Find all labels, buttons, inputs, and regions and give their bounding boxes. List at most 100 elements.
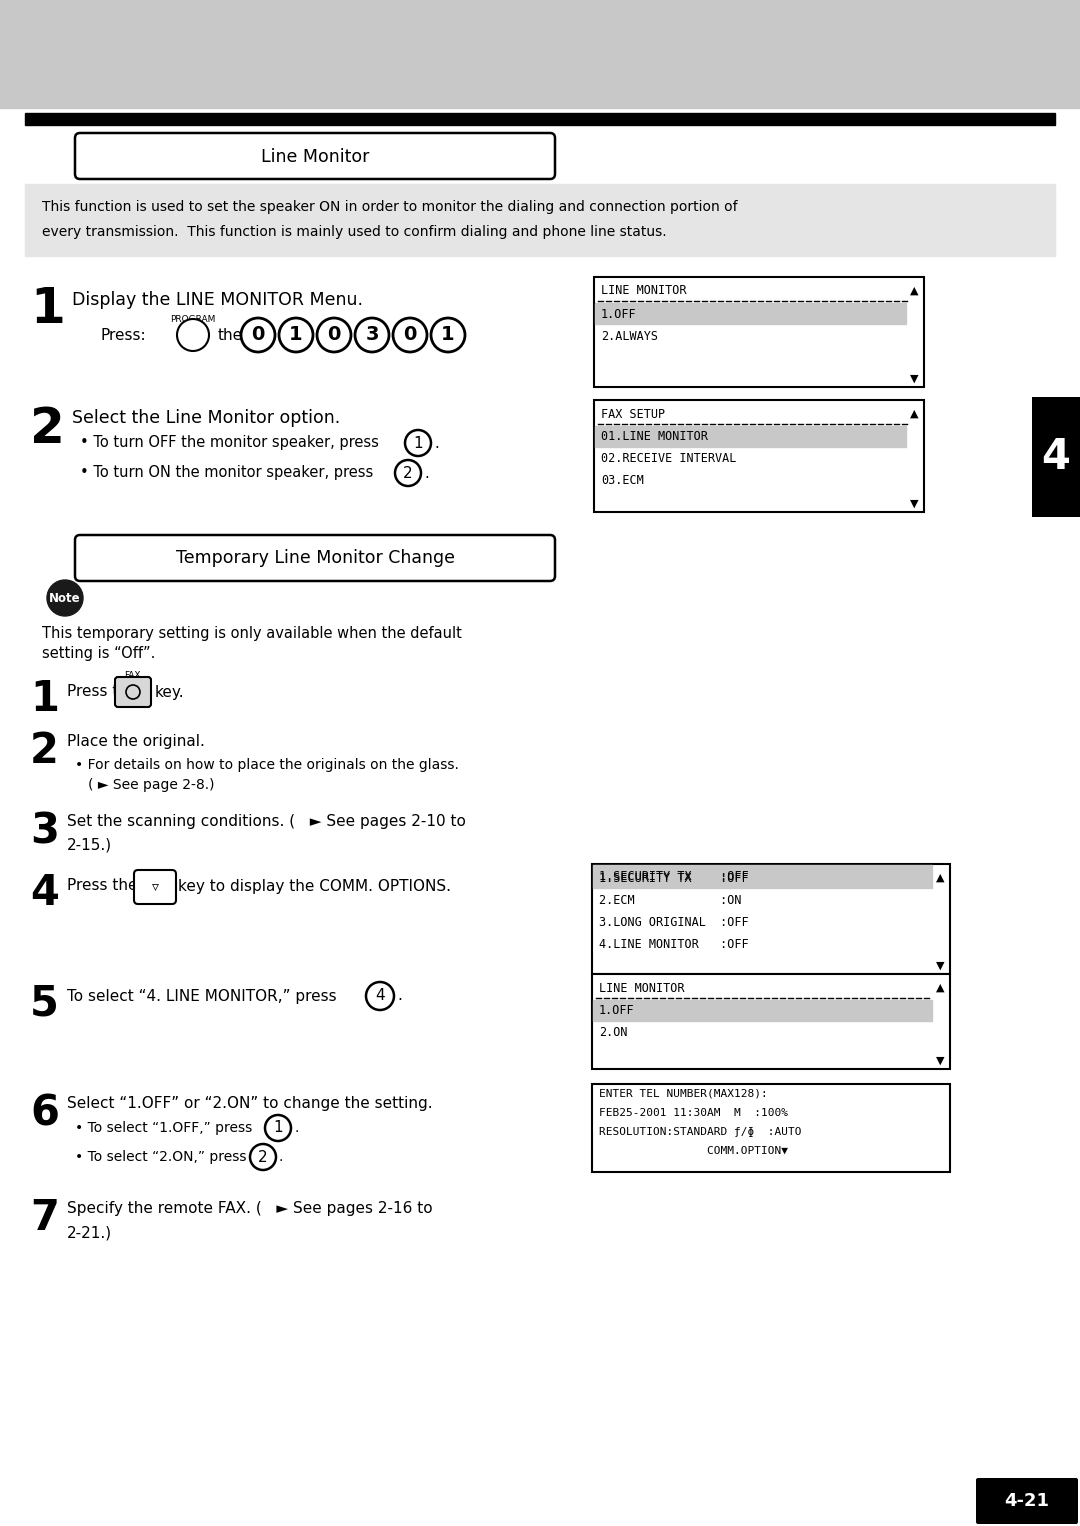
Circle shape bbox=[241, 317, 275, 353]
Text: 2: 2 bbox=[258, 1149, 268, 1164]
Text: 1.OFF: 1.OFF bbox=[600, 308, 636, 320]
Text: 4-21: 4-21 bbox=[1004, 1492, 1050, 1511]
Text: every transmission.  This function is mainly used to confirm dialing and phone l: every transmission. This function is mai… bbox=[42, 224, 666, 240]
Bar bbox=[592, 974, 950, 1070]
Circle shape bbox=[366, 983, 394, 1010]
Text: Press:: Press: bbox=[100, 328, 146, 342]
Text: Specify the remote FAX. (   ► See pages 2-16 to: Specify the remote FAX. ( ► See pages 2-… bbox=[67, 1201, 433, 1216]
Circle shape bbox=[279, 317, 313, 353]
Text: ▲: ▲ bbox=[909, 409, 918, 420]
Text: 1: 1 bbox=[442, 325, 455, 345]
Text: .: . bbox=[279, 1151, 283, 1164]
Text: 0: 0 bbox=[327, 325, 340, 345]
Text: Line Monitor: Line Monitor bbox=[260, 148, 369, 166]
Circle shape bbox=[126, 685, 140, 699]
Bar bbox=[592, 1083, 950, 1172]
Text: • To turn ON the monitor speaker, press: • To turn ON the monitor speaker, press bbox=[80, 465, 374, 481]
Text: 2.ALWAYS: 2.ALWAYS bbox=[600, 330, 658, 342]
Text: 2: 2 bbox=[403, 465, 413, 481]
Text: Place the original.: Place the original. bbox=[67, 734, 205, 749]
Text: PROGRAM: PROGRAM bbox=[171, 314, 216, 324]
Text: Display the LINE MONITOR Menu.: Display the LINE MONITOR Menu. bbox=[72, 291, 363, 308]
Circle shape bbox=[393, 317, 427, 353]
Text: 1: 1 bbox=[414, 435, 422, 450]
Bar bbox=[595, 304, 906, 324]
Text: setting is “Off”.: setting is “Off”. bbox=[42, 645, 156, 661]
FancyBboxPatch shape bbox=[134, 870, 176, 903]
Text: ▲: ▲ bbox=[935, 983, 944, 993]
Text: 1: 1 bbox=[273, 1120, 283, 1135]
Text: ▼: ▼ bbox=[909, 374, 918, 385]
Text: 4: 4 bbox=[375, 989, 384, 1004]
Text: Set the scanning conditions. (   ► See pages 2-10 to: Set the scanning conditions. ( ► See pag… bbox=[67, 813, 465, 829]
Bar bbox=[594, 400, 924, 513]
Text: 1: 1 bbox=[30, 678, 59, 720]
Text: RESOLUTION:STANDARD ƒ/ɸ  :AUTO: RESOLUTION:STANDARD ƒ/ɸ :AUTO bbox=[599, 1128, 801, 1137]
Text: • To turn OFF the monitor speaker, press: • To turn OFF the monitor speaker, press bbox=[80, 435, 379, 450]
Text: 3.LONG ORIGINAL  :OFF: 3.LONG ORIGINAL :OFF bbox=[599, 917, 748, 929]
Text: .: . bbox=[397, 989, 402, 1004]
Text: FAX SETUP: FAX SETUP bbox=[600, 407, 665, 421]
Text: 7: 7 bbox=[30, 1196, 59, 1239]
Text: • To select “2.ON,” press: • To select “2.ON,” press bbox=[75, 1151, 246, 1164]
Text: 1.OFF: 1.OFF bbox=[599, 1004, 635, 1018]
Text: 2.ECM            :ON: 2.ECM :ON bbox=[599, 894, 742, 908]
Text: LINE MONITOR: LINE MONITOR bbox=[599, 981, 685, 995]
Text: Press the: Press the bbox=[67, 879, 137, 894]
Text: 4: 4 bbox=[30, 871, 59, 914]
Text: FAX: FAX bbox=[124, 671, 140, 681]
Text: then: then bbox=[218, 328, 253, 342]
Text: 4.LINE MONITOR   :OFF: 4.LINE MONITOR :OFF bbox=[599, 938, 748, 952]
Text: 1: 1 bbox=[30, 285, 65, 333]
Text: 01.LINE MONITOR: 01.LINE MONITOR bbox=[600, 430, 707, 444]
Text: 2-21.): 2-21.) bbox=[67, 1225, 112, 1241]
Text: 3: 3 bbox=[365, 325, 379, 345]
Text: 2: 2 bbox=[30, 404, 65, 453]
Text: 2: 2 bbox=[30, 729, 59, 772]
Text: Note: Note bbox=[50, 592, 81, 604]
Text: .: . bbox=[424, 465, 429, 481]
Circle shape bbox=[265, 1116, 291, 1141]
Text: This temporary setting is only available when the default: This temporary setting is only available… bbox=[42, 626, 462, 641]
Circle shape bbox=[405, 430, 431, 456]
Text: ▿: ▿ bbox=[151, 881, 159, 894]
Text: 1.SECURITY TX    :OFF: 1.SECURITY TX :OFF bbox=[599, 870, 748, 884]
Bar bbox=[0, 0, 1080, 108]
Text: FEB25-2001 11:30AM  M  :100%: FEB25-2001 11:30AM M :100% bbox=[599, 1108, 788, 1119]
Text: ▲: ▲ bbox=[909, 285, 918, 296]
Text: • To select “1.OFF,” press: • To select “1.OFF,” press bbox=[75, 1122, 253, 1135]
Text: Select “1.OFF” or “2.ON” to change the setting.: Select “1.OFF” or “2.ON” to change the s… bbox=[67, 1096, 433, 1111]
Text: ENTER TEL NUMBER(MAX128):: ENTER TEL NUMBER(MAX128): bbox=[599, 1090, 768, 1099]
Circle shape bbox=[177, 319, 210, 351]
Text: ▲: ▲ bbox=[935, 873, 944, 884]
Text: 02.RECEIVE INTERVAL: 02.RECEIVE INTERVAL bbox=[600, 453, 737, 465]
Circle shape bbox=[431, 317, 465, 353]
Bar bbox=[593, 865, 932, 888]
Text: 0: 0 bbox=[252, 325, 265, 345]
Text: To select “4. LINE MONITOR,” press: To select “4. LINE MONITOR,” press bbox=[67, 989, 337, 1004]
Text: Temporary Line Monitor Change: Temporary Line Monitor Change bbox=[175, 549, 455, 568]
Text: 3: 3 bbox=[30, 810, 59, 852]
Text: ▼: ▼ bbox=[935, 1056, 944, 1067]
Circle shape bbox=[318, 317, 351, 353]
Text: ( ► See page 2-8.): ( ► See page 2-8.) bbox=[87, 778, 215, 792]
Text: .: . bbox=[434, 435, 438, 450]
Circle shape bbox=[48, 580, 83, 617]
Text: 4: 4 bbox=[1041, 436, 1070, 478]
Text: 1: 1 bbox=[289, 325, 302, 345]
Bar bbox=[25, 185, 1055, 256]
Circle shape bbox=[395, 459, 421, 485]
Text: 0: 0 bbox=[403, 325, 417, 345]
Bar bbox=[593, 1000, 932, 1021]
Text: 2.ON: 2.ON bbox=[599, 1027, 627, 1039]
Text: Select the Line Monitor option.: Select the Line Monitor option. bbox=[72, 409, 340, 427]
FancyBboxPatch shape bbox=[75, 536, 555, 581]
Text: This function is used to set the speaker ON in order to monitor the dialing and : This function is used to set the speaker… bbox=[42, 200, 738, 214]
Circle shape bbox=[355, 317, 389, 353]
Text: Press the: Press the bbox=[67, 685, 137, 699]
Text: 6: 6 bbox=[30, 1093, 59, 1134]
Text: 1.SECURITY TX    :OFF: 1.SECURITY TX :OFF bbox=[599, 871, 748, 885]
Text: ▼: ▼ bbox=[935, 961, 944, 971]
Text: • For details on how to place the originals on the glass.: • For details on how to place the origin… bbox=[75, 758, 459, 772]
Text: COMM.OPTION▼: COMM.OPTION▼ bbox=[599, 1146, 788, 1157]
